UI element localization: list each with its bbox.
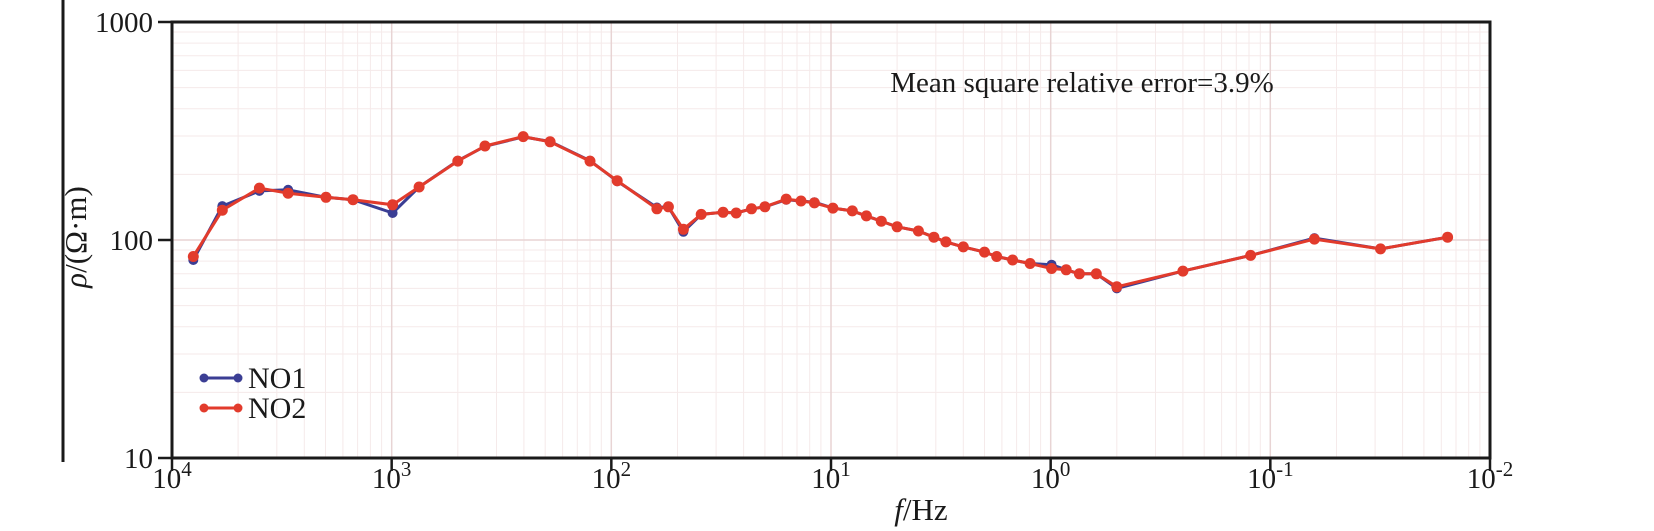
grid-layer xyxy=(172,22,1490,458)
legend-marker-NO1 xyxy=(199,373,209,383)
data-point-NO2 xyxy=(979,246,990,258)
data-point-NO2 xyxy=(347,194,359,206)
legend-marker-NO2 xyxy=(199,403,209,413)
data-point-NO2 xyxy=(827,202,839,214)
annotation-text: Mean square relative error=3.9% xyxy=(890,67,1274,99)
x-tick-label: 101 xyxy=(811,457,851,495)
data-point-NO2 xyxy=(1090,268,1102,280)
data-point-NO2 xyxy=(860,210,872,222)
data-point-NO2 xyxy=(517,131,529,143)
legend-label-NO2: NO2 xyxy=(248,392,306,425)
y-tick-label: 10 xyxy=(124,443,153,475)
x-tick-label: 104 xyxy=(152,457,192,495)
x-tick-label: 103 xyxy=(372,457,412,495)
x-axis-title: f/Hz xyxy=(894,492,947,527)
data-point-NO2 xyxy=(957,241,969,253)
data-point-NO2 xyxy=(808,197,820,209)
data-point-NO2 xyxy=(991,251,1003,262)
data-point-NO2 xyxy=(759,201,771,213)
data-point-NO2 xyxy=(1245,249,1257,261)
legend-label-NO1: NO1 xyxy=(248,362,306,395)
data-point-NO2 xyxy=(940,236,952,248)
data-point-NO2 xyxy=(1046,263,1058,274)
data-point-NO2 xyxy=(1024,258,1036,269)
data-point-NO2 xyxy=(875,215,887,227)
data-point-NO2 xyxy=(611,175,623,187)
data-point-NO2 xyxy=(1111,281,1123,293)
data-point-NO2 xyxy=(452,155,464,167)
x-tick-label: 10-2 xyxy=(1467,457,1514,495)
data-point-NO2 xyxy=(282,187,294,199)
data-point-NO2 xyxy=(891,221,903,233)
data-point-NO2 xyxy=(928,231,940,243)
x-axis-unit: /Hz xyxy=(903,492,948,527)
legend-marker-NO2 xyxy=(233,403,243,413)
data-point-NO2 xyxy=(780,193,792,205)
x-tick-label: 10-1 xyxy=(1247,457,1294,495)
data-point-NO2 xyxy=(730,207,742,219)
data-point-NO2 xyxy=(1442,231,1454,243)
y-tick-label: 100 xyxy=(110,225,154,257)
data-point-NO2 xyxy=(795,195,807,207)
data-point-NO2 xyxy=(413,181,425,193)
data-point-NO2 xyxy=(387,199,399,211)
data-point-NO2 xyxy=(651,203,663,215)
data-point-NO2 xyxy=(479,140,491,152)
data-point-NO2 xyxy=(1308,233,1320,245)
data-point-NO2 xyxy=(846,205,858,217)
data-point-NO2 xyxy=(1060,264,1072,276)
data-point-NO2 xyxy=(1375,243,1386,255)
data-point-NO2 xyxy=(695,208,707,220)
data-point-NO2 xyxy=(320,191,332,203)
data-point-NO2 xyxy=(584,155,596,167)
data-point-NO2 xyxy=(216,204,228,216)
data-point-NO2 xyxy=(1073,268,1085,280)
data-point-NO2 xyxy=(544,136,556,148)
data-point-NO2 xyxy=(187,251,199,262)
legend-marker-NO1 xyxy=(233,373,243,383)
series-layer xyxy=(187,131,1454,294)
y-axis-symbol: ρ xyxy=(58,273,93,289)
data-point-NO2 xyxy=(717,206,729,218)
data-point-NO2 xyxy=(253,182,265,194)
data-point-NO2 xyxy=(1007,254,1019,266)
axis-layer: 104 103 102 101 100 10-1 10-2 1000 100 10 xyxy=(95,7,1513,495)
data-point-NO2 xyxy=(912,225,924,237)
data-point-NO2 xyxy=(746,203,757,215)
data-point-NO2 xyxy=(677,223,689,235)
data-point-NO2 xyxy=(662,201,674,213)
x-tick-label: 100 xyxy=(1031,457,1071,495)
x-tick-label: 102 xyxy=(592,457,632,495)
y-tick-label: 1000 xyxy=(95,7,153,39)
data-point-NO2 xyxy=(1177,265,1189,277)
data-point-NO1 xyxy=(387,208,398,218)
